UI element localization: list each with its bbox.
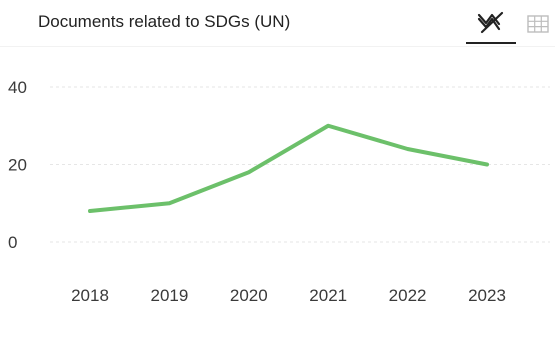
chart-header: Documents related to SDGs (UN) bbox=[0, 0, 555, 46]
x-tick-label: 2023 bbox=[468, 286, 506, 305]
data-point[interactable] bbox=[84, 205, 96, 217]
data-point[interactable] bbox=[322, 120, 334, 132]
chart-view-button[interactable] bbox=[466, 4, 516, 44]
data-point[interactable] bbox=[243, 166, 255, 178]
x-tick-label: 2018 bbox=[71, 286, 109, 305]
x-tick-label: 2022 bbox=[389, 286, 427, 305]
y-tick-label: 40 bbox=[8, 78, 27, 97]
data-point[interactable] bbox=[481, 159, 493, 171]
chart-title: Documents related to SDGs (UN) bbox=[38, 12, 291, 31]
series-line[interactable] bbox=[88, 123, 489, 213]
y-tick-label: 0 bbox=[8, 233, 17, 252]
data-point[interactable] bbox=[402, 143, 414, 155]
line-chart-icon bbox=[477, 11, 504, 34]
data-point[interactable] bbox=[163, 197, 175, 209]
y-tick-label: 20 bbox=[8, 156, 27, 175]
x-tick-label: 2021 bbox=[309, 286, 347, 305]
table-grid-icon bbox=[527, 15, 549, 33]
x-tick-label: 2020 bbox=[230, 286, 268, 305]
x-tick-label: 2019 bbox=[150, 286, 188, 305]
header-divider bbox=[0, 46, 555, 47]
table-view-button[interactable] bbox=[520, 4, 555, 44]
